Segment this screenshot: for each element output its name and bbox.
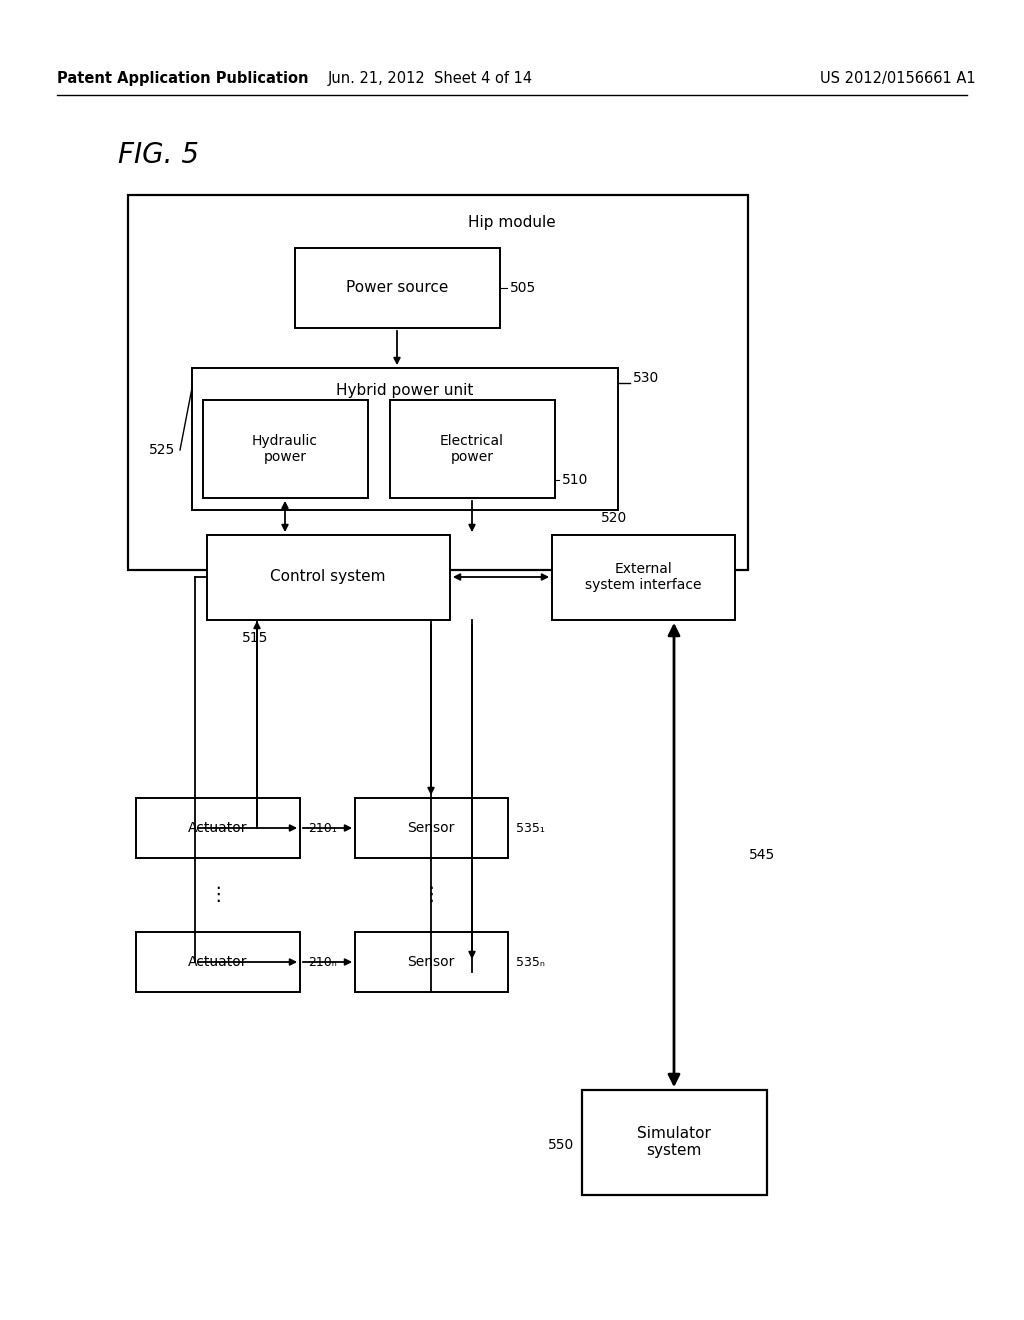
Text: Simulator
system: Simulator system: [637, 1126, 711, 1158]
Text: 210ₙ: 210ₙ: [308, 956, 337, 969]
Text: 545: 545: [749, 847, 775, 862]
Text: External
system interface: External system interface: [585, 562, 701, 593]
Text: Actuator: Actuator: [188, 954, 248, 969]
Text: ⋮: ⋮: [208, 886, 227, 904]
Bar: [128, 195, 748, 570]
Bar: [355, 932, 508, 993]
Text: 535ₙ: 535ₙ: [516, 956, 545, 969]
Text: 505: 505: [510, 281, 537, 294]
Text: Jun. 21, 2012  Sheet 4 of 14: Jun. 21, 2012 Sheet 4 of 14: [328, 70, 532, 86]
Text: 515: 515: [242, 631, 268, 645]
Text: 210₁: 210₁: [308, 821, 337, 834]
Text: 520: 520: [601, 511, 627, 525]
Text: FIG. 5: FIG. 5: [118, 141, 199, 169]
Bar: [207, 535, 450, 620]
Text: US 2012/0156661 A1: US 2012/0156661 A1: [820, 70, 976, 86]
Text: 535₁: 535₁: [516, 821, 545, 834]
Text: Actuator: Actuator: [188, 821, 248, 836]
Bar: [582, 1090, 767, 1195]
Bar: [390, 400, 555, 498]
Text: Hip module: Hip module: [468, 214, 556, 230]
Text: 510: 510: [562, 473, 589, 487]
Bar: [136, 799, 300, 858]
Text: 550: 550: [548, 1138, 574, 1152]
Text: Electrical
power: Electrical power: [440, 434, 504, 465]
Bar: [193, 368, 618, 510]
Bar: [136, 932, 300, 993]
Text: Sensor: Sensor: [408, 954, 455, 969]
Text: ⋮: ⋮: [421, 886, 440, 904]
Text: Hydraulic
power: Hydraulic power: [252, 434, 318, 465]
Text: Hybrid power unit: Hybrid power unit: [336, 383, 474, 397]
Bar: [203, 400, 368, 498]
Text: 525: 525: [148, 444, 175, 457]
Text: Power source: Power source: [346, 281, 449, 296]
Bar: [355, 799, 508, 858]
Bar: [295, 248, 500, 327]
Text: Sensor: Sensor: [408, 821, 455, 836]
Bar: [552, 535, 735, 620]
Text: 530: 530: [633, 371, 659, 385]
Text: Patent Application Publication: Patent Application Publication: [57, 70, 308, 86]
Text: Control system: Control system: [270, 569, 386, 585]
